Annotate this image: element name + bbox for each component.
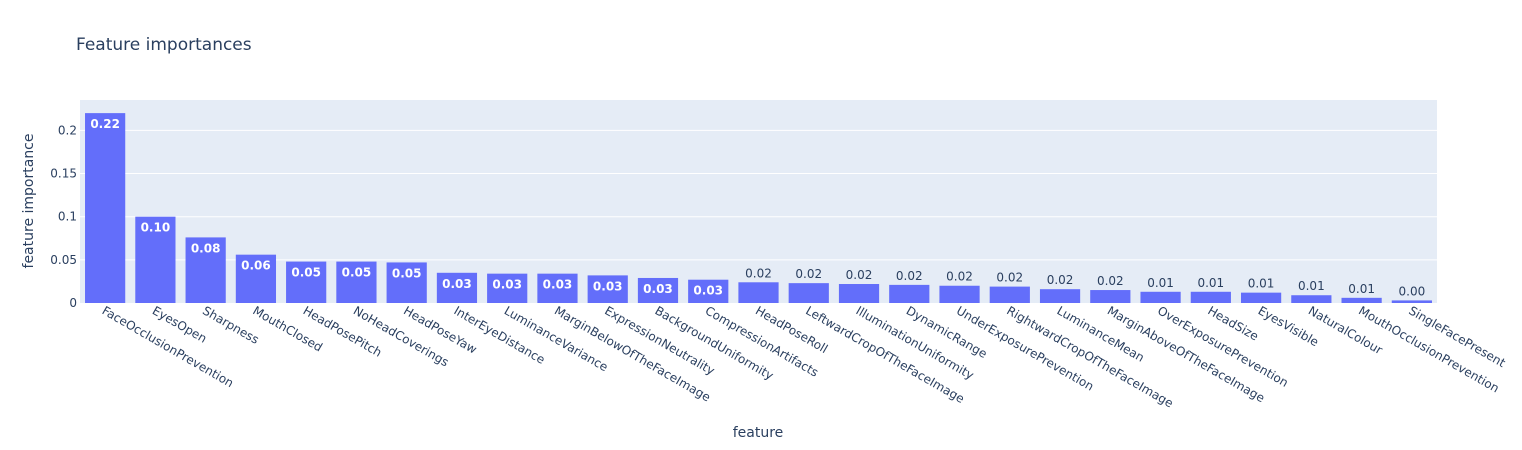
bar[interactable] (1291, 295, 1332, 303)
bar[interactable] (688, 279, 729, 303)
bar-data-label: 0.03 (643, 282, 673, 296)
bars (85, 113, 1432, 303)
bar[interactable] (989, 286, 1030, 303)
bar[interactable] (1090, 290, 1131, 303)
y-tick-label: 0.15 (50, 167, 77, 181)
y-tick-label: 0.2 (58, 123, 77, 137)
bar-data-label: 0.08 (191, 241, 221, 255)
bar-data-label: 0.05 (291, 266, 321, 280)
bar-data-label: 0.10 (141, 221, 171, 235)
bar-data-label: 0.22 (90, 117, 120, 131)
bar-data-label: 0.03 (693, 284, 723, 298)
bar[interactable] (537, 273, 578, 303)
bar-data-label: 0.06 (241, 259, 271, 273)
bar-data-label: 0.01 (1248, 277, 1275, 291)
bar[interactable] (85, 113, 126, 303)
bar-data-label: 0.03 (442, 277, 472, 291)
bar-data-label: 0.02 (1097, 274, 1124, 288)
bar[interactable] (1240, 292, 1282, 303)
bar[interactable] (286, 261, 327, 303)
bar[interactable] (637, 277, 679, 303)
bar-data-labels: 0.22 0.10 0.08 0.06 0.05 0.05 0.05 0.03 0.03 0.03… (90, 117, 1425, 298)
bar-data-label: 0.00 (1399, 284, 1426, 298)
grid-lines (80, 129, 1437, 261)
bar[interactable] (436, 272, 478, 303)
bar[interactable] (1039, 289, 1081, 303)
bar[interactable] (788, 283, 829, 303)
bar-data-label: 0.02 (846, 268, 873, 282)
bar-data-label: 0.02 (745, 266, 772, 280)
bar[interactable] (738, 282, 779, 303)
bar-data-label: 0.03 (492, 278, 522, 292)
bar-data-label: 0.03 (593, 279, 623, 293)
bar[interactable] (185, 237, 226, 303)
bar[interactable] (1391, 300, 1432, 303)
bar[interactable] (135, 216, 176, 303)
bar[interactable] (838, 284, 880, 303)
bar-data-label: 0.01 (1298, 279, 1325, 293)
bar[interactable] (587, 275, 628, 303)
bar-data-label: 0.05 (392, 266, 422, 280)
bar[interactable] (889, 284, 930, 303)
bar[interactable] (1341, 297, 1382, 303)
y-axis-title: feature importance (21, 134, 37, 269)
bar-data-label: 0.05 (342, 266, 372, 280)
y-tick-label: 0 (69, 296, 77, 310)
bar-data-label: 0.01 (1348, 282, 1375, 296)
bar-data-label: 0.02 (946, 270, 973, 284)
bar[interactable] (336, 261, 377, 303)
x-axis-title: feature (733, 425, 784, 441)
bar[interactable] (1190, 291, 1231, 303)
bar[interactable] (1140, 291, 1181, 303)
bar-data-label: 0.02 (1047, 273, 1074, 287)
bar[interactable] (487, 273, 528, 303)
y-axis-ticks: 0 0.05 0.1 0.15 0.2 (50, 123, 77, 310)
bar-data-label: 0.03 (543, 278, 573, 292)
bar-data-label: 0.02 (996, 271, 1023, 285)
y-tick-label: 0.05 (50, 253, 77, 267)
bar-data-label: 0.02 (795, 267, 822, 281)
bar[interactable] (939, 285, 980, 303)
bar-data-label: 0.01 (1197, 276, 1224, 290)
chart-title: Feature importances (76, 35, 252, 55)
bar-data-label: 0.02 (896, 269, 923, 283)
bar[interactable] (235, 254, 277, 303)
bar-data-label: 0.01 (1147, 276, 1174, 290)
bar[interactable] (386, 262, 427, 303)
y-tick-label: 0.1 (58, 210, 77, 224)
